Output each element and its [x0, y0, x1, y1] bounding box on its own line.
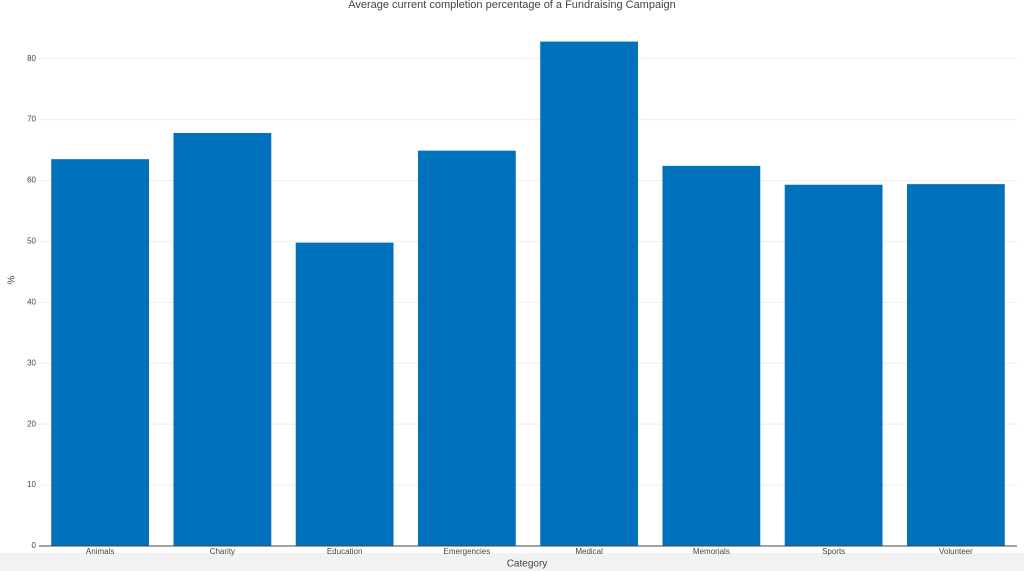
x-tick-label: Sports: [822, 547, 845, 556]
bar: [662, 165, 761, 547]
x-tick-label: Education: [327, 547, 363, 556]
x-tick-label: Volunteer: [939, 547, 973, 556]
y-tick-label: 60: [27, 176, 36, 185]
bar: [540, 41, 639, 546]
x-tick-label: Memorials: [693, 547, 730, 556]
bar: [417, 150, 516, 546]
x-tick-label: Charity: [210, 547, 235, 556]
y-axis-title: %: [7, 275, 18, 284]
y-tick-label: 30: [27, 358, 36, 367]
chart-title: Average current completion percentage of…: [348, 0, 676, 11]
y-tick-label: 70: [27, 115, 36, 124]
x-tick-label: Animals: [86, 547, 114, 556]
y-tick-label: 50: [27, 237, 36, 246]
x-tick-label: Medical: [575, 547, 603, 556]
footer-band: [0, 553, 1024, 571]
bar: [906, 184, 1005, 546]
y-tick-label: 10: [27, 480, 36, 489]
y-tick-label: 20: [27, 419, 36, 428]
y-tick-label: 40: [27, 297, 36, 306]
y-tick-label: 80: [27, 54, 36, 63]
bar: [51, 159, 150, 546]
bar: [784, 184, 883, 546]
x-axis-title: Category: [507, 559, 548, 570]
bar: [173, 132, 272, 546]
x-tick-label: Emergencies: [444, 547, 491, 556]
bar: [295, 242, 394, 546]
y-tick-label: 0: [32, 541, 37, 550]
